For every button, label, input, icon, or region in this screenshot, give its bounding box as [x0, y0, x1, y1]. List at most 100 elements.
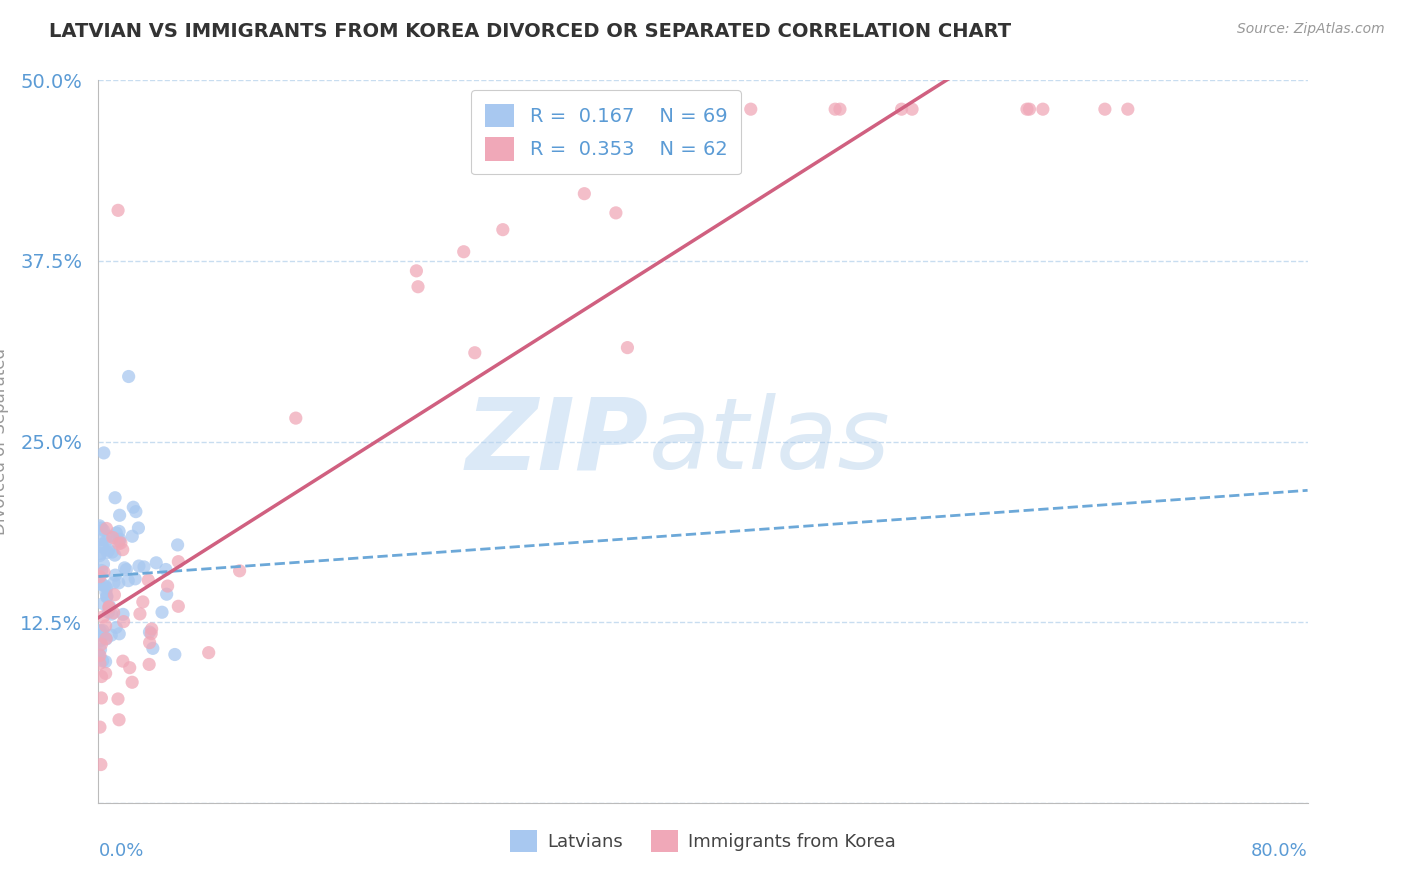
Point: [121, 675, 143, 690]
Point: [111, 654, 134, 668]
Point: [96, 581, 118, 595]
Point: [901, 102, 924, 116]
Point: [890, 102, 912, 116]
Point: [87, 577, 110, 591]
Point: [112, 615, 135, 629]
Point: [91, 597, 114, 611]
Point: [150, 605, 173, 619]
Point: [108, 713, 131, 727]
Point: [94, 619, 117, 633]
Point: [97, 543, 120, 558]
Point: [108, 524, 131, 539]
Point: [108, 508, 131, 523]
Point: [605, 206, 627, 220]
Point: [91, 629, 114, 643]
Point: [96, 590, 118, 604]
Point: [167, 555, 190, 569]
Point: [155, 562, 177, 576]
Point: [110, 536, 132, 550]
Point: [89, 634, 111, 648]
Point: [94, 655, 117, 669]
Point: [107, 692, 129, 706]
Point: [129, 607, 152, 621]
Point: [141, 626, 163, 640]
Point: [107, 575, 129, 590]
Point: [1018, 102, 1040, 116]
Point: [96, 533, 118, 548]
Point: [163, 648, 186, 662]
Point: [141, 622, 163, 636]
Point: [90, 757, 112, 772]
Text: Source: ZipAtlas.com: Source: ZipAtlas.com: [1237, 22, 1385, 37]
Point: [100, 628, 122, 642]
Point: [108, 534, 131, 549]
Point: [89, 549, 111, 563]
Point: [114, 561, 136, 575]
Point: [1032, 102, 1054, 116]
Point: [107, 537, 129, 551]
Point: [616, 341, 638, 355]
Point: [100, 607, 122, 622]
Point: [101, 545, 124, 559]
Point: [108, 533, 131, 547]
Point: [90, 521, 112, 535]
Point: [1015, 102, 1038, 116]
Point: [103, 575, 125, 590]
Point: [89, 720, 111, 734]
Point: [138, 625, 160, 640]
Point: [89, 533, 111, 547]
Point: [828, 102, 851, 116]
Point: [574, 186, 596, 201]
Point: [121, 529, 143, 543]
Point: [167, 599, 190, 614]
Point: [127, 521, 149, 535]
Text: 0.0%: 0.0%: [98, 842, 143, 860]
Point: [93, 565, 115, 579]
Point: [138, 657, 160, 672]
Point: [284, 411, 307, 425]
Point: [90, 669, 112, 683]
Point: [104, 568, 127, 582]
Point: [96, 590, 118, 604]
Point: [96, 632, 118, 646]
Point: [659, 102, 682, 116]
Point: [1116, 102, 1139, 116]
Point: [124, 572, 146, 586]
Point: [115, 563, 138, 577]
Point: [166, 538, 188, 552]
Point: [94, 585, 117, 599]
Point: [136, 573, 159, 587]
Point: [128, 559, 150, 574]
Text: atlas: atlas: [648, 393, 890, 490]
Point: [96, 545, 118, 559]
Point: [740, 102, 762, 116]
Point: [96, 521, 118, 535]
Point: [105, 525, 128, 540]
Legend: Latvians, Immigrants from Korea: Latvians, Immigrants from Korea: [502, 822, 904, 859]
Point: [90, 546, 112, 560]
Point: [91, 577, 114, 591]
Point: [111, 542, 134, 557]
Point: [138, 635, 160, 649]
Point: [94, 632, 117, 646]
Point: [97, 599, 120, 614]
Point: [132, 595, 155, 609]
Point: [142, 641, 165, 656]
Point: [492, 222, 515, 236]
Point: [101, 531, 124, 545]
Point: [118, 369, 141, 384]
Point: [132, 560, 155, 574]
Point: [453, 244, 475, 259]
Text: LATVIAN VS IMMIGRANTS FROM KOREA DIVORCED OR SEPARATED CORRELATION CHART: LATVIAN VS IMMIGRANTS FROM KOREA DIVORCE…: [49, 22, 1011, 41]
Point: [107, 203, 129, 218]
Point: [98, 529, 121, 543]
Point: [197, 646, 219, 660]
Y-axis label: Divorced or Separated: Divorced or Separated: [0, 348, 10, 535]
Point: [105, 620, 128, 634]
Text: ZIP: ZIP: [465, 393, 648, 490]
Point: [90, 690, 112, 705]
Point: [156, 587, 179, 601]
Point: [89, 624, 111, 638]
Point: [90, 637, 112, 651]
Point: [122, 500, 145, 515]
